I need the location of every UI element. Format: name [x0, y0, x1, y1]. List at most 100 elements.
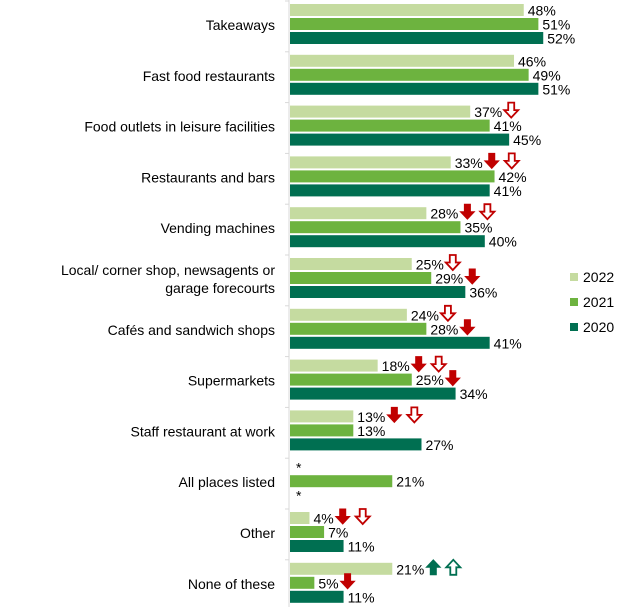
value-label: 40%: [489, 234, 517, 250]
bar-2022: [290, 359, 378, 372]
bar-2021: [290, 18, 539, 30]
bar-2020: [290, 540, 344, 552]
value-label: 7%: [328, 525, 348, 541]
legend-label: 2020: [583, 319, 614, 335]
category-label: Restaurants and bars: [141, 169, 275, 185]
legend-label: 2022: [583, 269, 614, 285]
value-label: 48%: [528, 3, 556, 19]
value-label: 21%: [396, 474, 424, 490]
category-label: Fast food restaurants: [143, 68, 275, 84]
arrow-down-outline-icon: [502, 101, 521, 119]
bar-2020: [290, 438, 422, 451]
bar-2020: [290, 82, 539, 95]
value-label: 18%: [382, 358, 410, 374]
value-label: 13%: [357, 423, 385, 439]
bar-2022: [290, 410, 354, 423]
value-label: 45%: [513, 132, 541, 148]
bar-2020: [290, 336, 490, 349]
value-label: 41%: [494, 335, 522, 351]
value-label: 13%: [357, 409, 385, 425]
arrow-down-outline-icon: [443, 254, 462, 272]
value-label: 25%: [416, 372, 444, 388]
arrow-up-outline-icon: [444, 558, 463, 576]
bar-2020: [290, 133, 510, 146]
arrow-down-outline-icon: [478, 203, 497, 221]
arrow-down-outline-icon: [429, 355, 448, 373]
value-label: 25%: [416, 257, 444, 273]
category-label: Vending machines: [161, 220, 275, 236]
arrow-down-outline-icon: [405, 406, 424, 424]
value-label: 41%: [494, 118, 522, 134]
arrow-down-solid-icon: [334, 508, 351, 525]
value-label: 4%: [313, 511, 333, 527]
value-label: 37%: [474, 104, 502, 120]
legend-swatch-2021: [570, 298, 578, 306]
legend-label: 2021: [583, 294, 614, 310]
bar-2022: [290, 4, 524, 16]
bar-2021: [290, 119, 490, 132]
arrow-down-solid-icon: [386, 406, 403, 424]
category-label: All places listed: [179, 474, 276, 490]
arrow-down-outline-icon: [502, 152, 521, 170]
bar-2022: [290, 105, 471, 118]
value-label: 42%: [499, 169, 527, 185]
category-label: Staff restaurant at work: [131, 423, 276, 439]
bar-2020: [290, 32, 544, 44]
value-label: 21%: [396, 561, 424, 577]
legend-swatch-2020: [570, 323, 578, 331]
value-label: 51%: [542, 81, 570, 97]
category-label: Cafés and sandwich shops: [108, 322, 275, 338]
category-label: garage forecourts: [165, 280, 275, 296]
bar-2021: [290, 526, 325, 538]
category-label: Supermarkets: [188, 373, 275, 389]
value-label: 28%: [430, 321, 458, 337]
value-label: 52%: [547, 31, 575, 47]
bar-2020: [290, 286, 466, 298]
bar-2020: [290, 184, 490, 197]
category-label: None of these: [188, 576, 275, 592]
value-label: 27%: [425, 437, 453, 453]
bar-2022: [290, 562, 393, 575]
arrow-up-solid-icon: [425, 559, 442, 576]
arrow-down-solid-icon: [410, 356, 427, 373]
category-label: Other: [240, 525, 275, 541]
bar-2020: [290, 590, 344, 603]
arrow-down-solid-icon: [339, 573, 356, 590]
value-label: 41%: [494, 183, 522, 199]
bar-2021: [290, 373, 412, 386]
category-label: Food outlets in leisure facilities: [84, 119, 275, 135]
value-label: 34%: [460, 386, 488, 402]
value-label: 28%: [430, 206, 458, 222]
bar-2021: [290, 170, 495, 183]
bar-2021: [290, 68, 529, 81]
bar-2022: [290, 54, 515, 67]
value-label: 24%: [411, 307, 439, 323]
value-label: 11%: [348, 539, 375, 555]
bar-2022: [290, 207, 427, 220]
bar-2021: [290, 272, 432, 284]
value-label: 36%: [469, 285, 497, 301]
arrow-down-solid-icon: [459, 319, 476, 336]
bar-2022: [290, 156, 451, 169]
arrow-down-outline-icon: [353, 508, 372, 526]
value-label: 35%: [464, 220, 492, 236]
bar-2021: [290, 322, 427, 335]
bar-2021: [290, 576, 315, 589]
value-label: 11%: [348, 589, 375, 605]
bar-2022: [290, 258, 412, 270]
bar-2021: [290, 221, 461, 234]
arrow-down-solid-icon: [459, 203, 476, 220]
arrow-down-solid-icon: [464, 268, 481, 285]
value-label: 46%: [518, 53, 546, 69]
value-label: *: [296, 488, 302, 504]
value-label: 49%: [533, 67, 561, 83]
value-label: 51%: [542, 17, 570, 33]
arrow-down-solid-icon: [444, 370, 461, 387]
value-label: *: [296, 460, 302, 476]
legend-swatch-2022: [570, 273, 578, 281]
category-label: Local/ corner shop, newsagents or: [61, 262, 275, 278]
value-label: 29%: [435, 271, 463, 287]
bar-2020: [290, 387, 456, 400]
value-label: 33%: [455, 155, 483, 171]
